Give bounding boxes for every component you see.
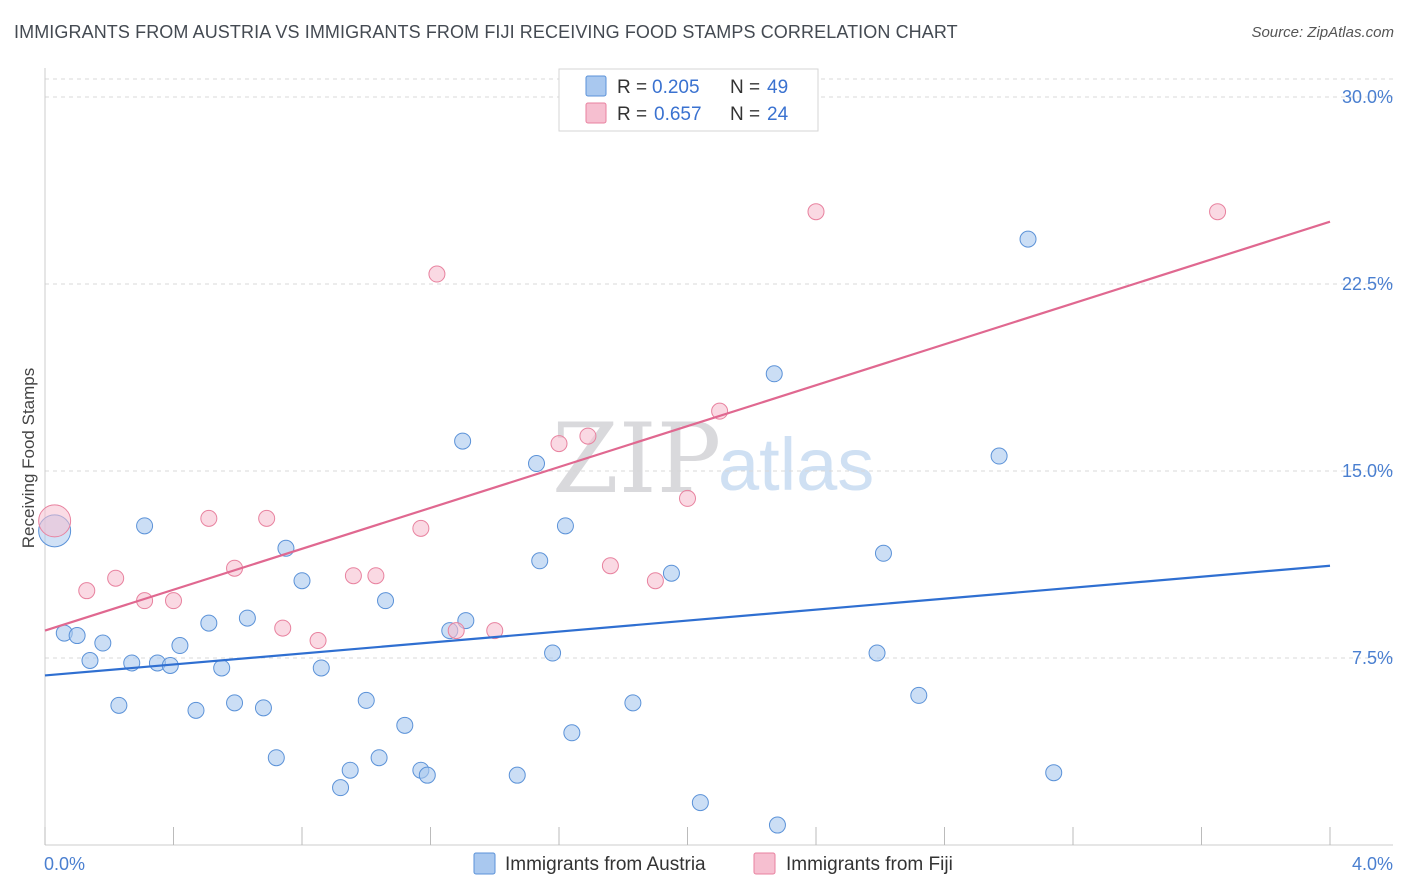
data-point	[110, 696, 128, 714]
y-tick-label: 30.0%	[1342, 87, 1393, 107]
data-point	[254, 699, 272, 717]
data-point	[624, 694, 642, 712]
data-point	[544, 644, 562, 662]
data-point	[200, 509, 218, 527]
data-point	[418, 766, 436, 784]
data-point	[187, 701, 205, 719]
y-tick-label: 22.5%	[1342, 274, 1393, 294]
data-point	[868, 644, 886, 662]
y-axis-title: Receiving Food Stamps	[19, 368, 38, 548]
data-point	[171, 637, 189, 655]
legend-n-label-austria: N =	[730, 77, 760, 98]
data-point	[370, 749, 388, 767]
data-point	[765, 365, 783, 383]
data-point	[601, 557, 619, 575]
data-point	[807, 203, 825, 221]
data-point	[1019, 230, 1037, 248]
data-point	[486, 622, 504, 640]
data-point	[38, 504, 72, 538]
data-point	[274, 619, 292, 637]
data-point	[412, 519, 430, 537]
trend-line-austria	[44, 564, 1331, 677]
data-point	[579, 427, 597, 445]
data-point	[267, 749, 285, 767]
legend-r-label-austria: R =	[617, 77, 647, 98]
data-point	[454, 432, 472, 450]
series-austria	[38, 230, 1063, 834]
data-point	[226, 694, 244, 712]
legend-swatch-fiji	[585, 102, 607, 124]
data-point	[293, 572, 311, 590]
bottom-legend-label-fiji: Immigrants from Fiji	[786, 854, 953, 875]
data-point	[258, 509, 276, 527]
data-point	[1045, 764, 1063, 782]
data-point	[563, 724, 581, 742]
data-point	[396, 716, 414, 734]
legend-swatch-austria	[585, 75, 607, 97]
axes	[44, 68, 1393, 846]
data-point	[679, 489, 696, 507]
data-point	[200, 614, 218, 632]
data-point	[531, 552, 549, 570]
series-fiji	[38, 203, 1227, 650]
watermark: ZIP atlas	[552, 403, 874, 515]
watermark-atlas: atlas	[718, 423, 874, 506]
data-point	[78, 582, 96, 600]
data-point	[508, 766, 526, 784]
source-label: Source: ZipAtlas.com	[1251, 24, 1394, 41]
data-point	[344, 567, 362, 585]
data-point	[990, 447, 1008, 465]
x-tick-label-min: 0.0%	[44, 854, 85, 874]
data-point	[447, 622, 465, 640]
data-point	[874, 544, 892, 562]
y-tick-label: 7.5%	[1352, 648, 1393, 668]
bottom-legend-label-austria: Immigrants from Austria	[505, 854, 706, 875]
legend-r-value-austria: 0.205	[652, 77, 700, 98]
trend-line-fiji	[44, 220, 1331, 632]
data-point	[910, 686, 928, 704]
data-point	[367, 567, 385, 585]
data-point	[528, 455, 546, 473]
data-point	[213, 659, 231, 677]
data-point	[238, 609, 256, 627]
legend-r-label-fiji: R =	[617, 104, 647, 125]
data-point	[94, 634, 112, 652]
data-point	[662, 564, 680, 582]
data-point	[556, 517, 574, 535]
data-point	[165, 592, 182, 610]
data-point	[312, 659, 330, 677]
data-point	[377, 592, 395, 610]
data-point	[691, 794, 709, 812]
data-point	[81, 651, 99, 669]
bottom-legend-swatch-fiji	[753, 852, 776, 875]
legend-n-value-austria: 49	[767, 77, 788, 98]
correlation-legend: R = 0.205 N = 49 R = 0.657 N = 24	[558, 68, 819, 132]
legend-n-label-fiji: N =	[730, 104, 760, 125]
data-point	[309, 632, 327, 650]
data-point	[68, 627, 86, 645]
data-point	[646, 572, 664, 590]
legend-r-value-fiji: 0.657	[654, 104, 702, 125]
x-tick-label-max: 4.0%	[1352, 854, 1393, 874]
y-tick-label: 15.0%	[1342, 461, 1393, 481]
bottom-legend-swatch-austria	[473, 852, 496, 875]
y-tick-labels: 7.5% 15.0% 22.5% 30.0%	[1342, 87, 1393, 668]
chart-title: IMMIGRANTS FROM AUSTRIA VS IMMIGRANTS FR…	[14, 22, 958, 42]
data-point	[1209, 203, 1227, 221]
data-point	[107, 569, 125, 587]
trend-lines	[44, 220, 1331, 677]
legend-n-value-fiji: 24	[767, 104, 789, 125]
data-point	[332, 779, 350, 797]
data-point	[136, 517, 154, 535]
data-point	[341, 761, 359, 779]
data-point	[428, 265, 446, 283]
gridlines	[45, 78, 1393, 659]
series-legend: Immigrants from Austria Immigrants from …	[473, 852, 953, 875]
data-point	[357, 691, 375, 709]
data-point	[550, 435, 568, 453]
data-point	[768, 816, 786, 834]
